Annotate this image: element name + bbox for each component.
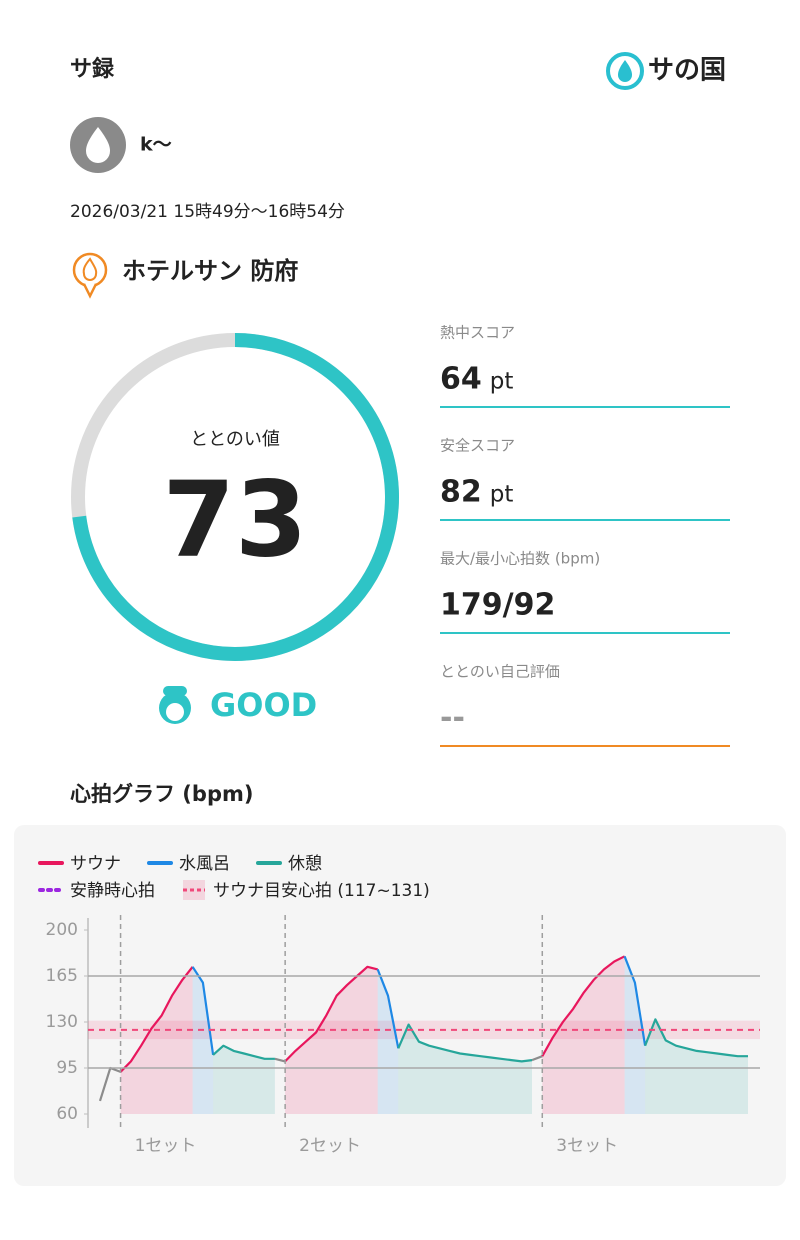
facility-name: ホテルサン 防府 — [122, 257, 298, 285]
score-ring — [72, 333, 399, 661]
chart-panel — [14, 825, 786, 1186]
series-line — [397, 1023, 533, 1063]
series-line — [376, 968, 400, 1049]
metric-unit: pt — [490, 369, 514, 395]
series-line — [119, 966, 194, 1073]
icon-inner — [166, 703, 184, 721]
metric-value: 179/92 — [440, 588, 555, 623]
legend-label: 休憩 — [288, 854, 322, 874]
score-value: 73 — [163, 458, 308, 580]
flame — [82, 257, 98, 281]
series-area — [624, 956, 646, 1114]
logo-text: サの国 — [648, 56, 726, 86]
series-area — [377, 969, 399, 1114]
series-line — [531, 1055, 543, 1062]
facility-icon — [72, 252, 108, 299]
metric-value: 82 — [440, 475, 482, 510]
y-tick-label: 60 — [56, 1104, 78, 1124]
session-datetime: 2026/03/21 15時49分〜16時54分 — [70, 202, 345, 222]
logo-drop — [618, 60, 632, 82]
series-area — [213, 1045, 275, 1114]
user-name: k〜 — [140, 134, 172, 156]
rating-icon — [159, 686, 191, 724]
x-tick-label: 1セット — [135, 1136, 197, 1156]
y-tick-label: 95 — [56, 1058, 78, 1078]
y-tick-label: 130 — [46, 1012, 78, 1032]
chart-title: 心拍グラフ (bpm) — [70, 782, 253, 806]
series-line — [284, 965, 378, 1063]
metric-unit: pt — [490, 482, 514, 508]
series-area — [120, 966, 193, 1114]
metric-label: 安全スコア — [440, 437, 515, 455]
legend-label: サウナ — [70, 854, 121, 874]
metrics: 熱中スコア 64 pt 安全スコア 82 pt 最大/最小心拍数 (bpm) 179/92 とと… — [440, 324, 730, 747]
x-tick-label: 3セット — [556, 1136, 618, 1156]
x-tick-label: 2セット — [299, 1136, 361, 1156]
metric-value: 64 — [440, 362, 482, 397]
logo: サの国 — [606, 52, 726, 90]
legend-label: 水風呂 — [179, 854, 230, 874]
series-line — [644, 1018, 748, 1058]
metric-label: 最大/最小心拍数 (bpm) — [440, 550, 600, 568]
metric-label: 熱中スコア — [440, 324, 515, 342]
series-line — [212, 1044, 275, 1060]
y-tick-label: 165 — [46, 966, 78, 986]
metric-value: -- — [440, 701, 465, 736]
series-area — [285, 966, 378, 1114]
logo-icon — [606, 52, 644, 90]
y-tick-label: 200 — [46, 920, 78, 940]
series-line — [541, 955, 626, 1057]
score-label: ととのい値 — [190, 429, 280, 450]
series-line — [623, 955, 647, 1046]
legend-label: サウナ目安心拍 (117~131) — [213, 881, 430, 901]
pin-tip — [82, 283, 98, 299]
series-line — [274, 1057, 286, 1063]
metric-label: ととのい自己評価 — [440, 663, 560, 681]
series-area — [192, 966, 214, 1114]
series-area — [542, 956, 625, 1114]
rating: GOOD — [210, 686, 317, 724]
legend-label: 安静時心拍 — [70, 881, 155, 901]
app-title: サ録 — [70, 56, 115, 82]
icon-hat — [163, 686, 187, 696]
avatar-drop — [86, 127, 110, 163]
